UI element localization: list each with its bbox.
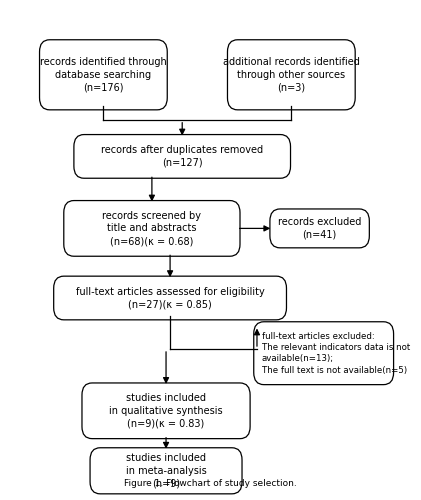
FancyBboxPatch shape: [254, 322, 394, 384]
Text: Figure 1. Flowchart of study selection.: Figure 1. Flowchart of study selection.: [124, 478, 297, 488]
FancyBboxPatch shape: [270, 209, 369, 248]
FancyBboxPatch shape: [74, 134, 290, 178]
Text: full-text articles excluded:
The relevant indicators data is not
available(n=13): full-text articles excluded: The relevan…: [262, 332, 410, 375]
Text: studies included
in meta-analysis
(n=9): studies included in meta-analysis (n=9): [125, 453, 206, 488]
FancyBboxPatch shape: [64, 200, 240, 256]
FancyBboxPatch shape: [82, 383, 250, 438]
Text: records after duplicates removed
(n=127): records after duplicates removed (n=127): [101, 145, 263, 168]
Text: additional records identified
through other sources
(n=3): additional records identified through ot…: [223, 57, 360, 92]
Text: records identified through
database searching
(n=176): records identified through database sear…: [40, 57, 167, 92]
Text: records excluded
(n=41): records excluded (n=41): [278, 217, 361, 240]
Text: studies included
in qualitative synthesis
(n=9)(κ = 0.83): studies included in qualitative synthesi…: [109, 393, 223, 428]
FancyBboxPatch shape: [54, 276, 286, 320]
Text: full-text articles assessed for eligibility
(n=27)(κ = 0.85): full-text articles assessed for eligibil…: [76, 286, 264, 310]
Text: records screened by
title and abstracts
(n=68)(κ = 0.68): records screened by title and abstracts …: [102, 210, 201, 246]
FancyBboxPatch shape: [40, 40, 167, 110]
FancyBboxPatch shape: [227, 40, 355, 110]
FancyBboxPatch shape: [90, 448, 242, 494]
